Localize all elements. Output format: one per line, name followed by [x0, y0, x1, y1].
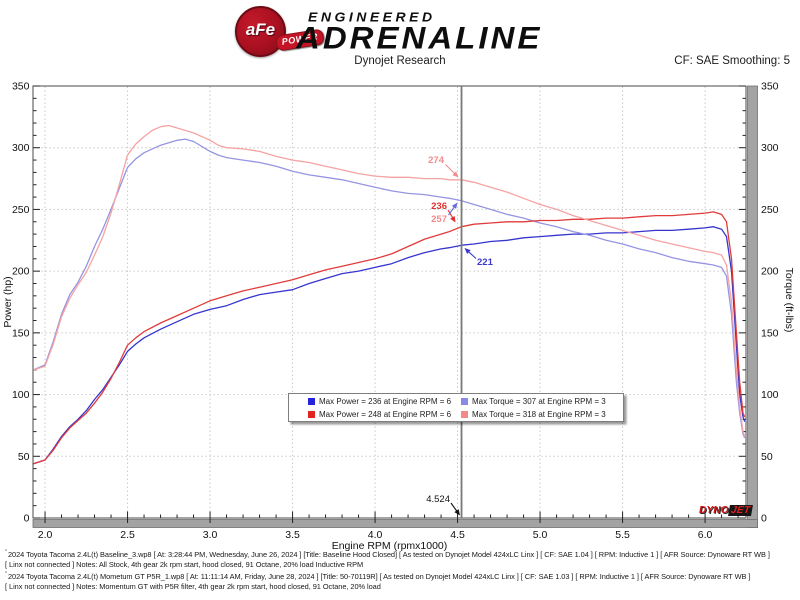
dynojet-logo-dyno: DYNO: [699, 505, 729, 516]
legend-label: Max Power = 248 at Engine RPM = 6: [319, 409, 452, 419]
run1-marker: ˮ: [5, 550, 7, 556]
legend-item: Max Power = 248 at Engine RPM = 6: [308, 410, 461, 419]
legend-label: Max Power = 236 at Engine RPM = 6: [319, 396, 452, 406]
annotation-arrow-head: [451, 202, 458, 209]
rpm-tick-label: 2.0: [38, 529, 53, 541]
legend-swatch-icon: [461, 410, 468, 418]
run2-marker: ˮ: [5, 572, 7, 578]
legend-swatch-icon: [461, 397, 468, 405]
cursor-value-label: 257: [431, 214, 447, 225]
afe-logo-text: aFe: [245, 20, 276, 39]
run2-info-text: 2024 Toyota Tacoma 2.4L(t) Mometum GT P5…: [7, 572, 751, 581]
rpm-tick-label: 4.5: [450, 529, 465, 541]
legend-row: Max Power = 248 at Engine RPM = 6 Max Tor…: [289, 408, 623, 420]
run1-notes-line: [ Linx not connected ] Notes: All Stock,…: [5, 560, 364, 569]
run1-info-text: 2024 Toyota Tacoma 2.4L(t) Baseline_3.wp…: [7, 550, 770, 559]
plot-border: [32, 85, 747, 519]
torque-axis-tick-label: 50: [761, 451, 773, 463]
legend-item: Max Power = 236 at Engine RPM = 6: [308, 397, 461, 406]
rpm-tick-label: 5.0: [533, 529, 548, 541]
power-axis-tick-label: 250: [12, 204, 30, 216]
power-axis-tick-label: 200: [12, 266, 30, 278]
correction-factor-label: CF: SAE Smoothing: 5: [674, 55, 790, 67]
torque-axis-tick-label: 250: [761, 204, 779, 216]
engineered-wordmark: ENGINEERED: [308, 9, 436, 25]
right-axis-bar: [747, 85, 758, 528]
legend-swatch-icon: [308, 397, 315, 405]
cursor-value-label: 274: [428, 155, 445, 166]
rpm-tick-label: 3.0: [203, 529, 218, 541]
torque-axis-tick-label: 200: [761, 266, 779, 278]
rpm-tick-label: 2.5: [120, 529, 135, 541]
baseline-power-curve: [33, 226, 746, 465]
legend-item: Max Torque = 318 at Engine RPM = 3: [461, 410, 606, 419]
annotation-arrow-head: [464, 248, 471, 254]
annotation-arrow-head: [454, 509, 460, 516]
rpm-tick-label: 6.0: [698, 529, 713, 541]
torque-axis-tick-label: 150: [761, 327, 779, 339]
run2-info-line: ˮ2024 Toyota Tacoma 2.4L(t) Mometum GT P…: [5, 572, 799, 581]
legend-item: Max Torque = 307 at Engine RPM = 3: [461, 397, 606, 406]
annotation-arrow-head: [450, 216, 456, 223]
cursor-value-label: 236: [431, 201, 447, 212]
cursor-value-label: 4.524: [426, 494, 450, 505]
torque-axis-tick-label: 100: [761, 389, 779, 401]
torque-axis-tick-label: 0: [761, 513, 767, 525]
cursor-value-label: 221: [477, 257, 494, 268]
dynojet-logo: DYNOJET: [699, 505, 753, 516]
power-axis-tick-label: 0: [24, 513, 30, 525]
chart-legend: Max Power = 236 at Engine RPM = 6 Max Tor…: [288, 393, 624, 422]
dynojet-logo-jet: JET: [727, 505, 753, 516]
annotation-arrow-head: [452, 171, 459, 178]
run2-notes-line: [ Linx not connected ] Notes: Momentum G…: [5, 582, 381, 591]
legend-label: Max Torque = 307 at Engine RPM = 3: [472, 396, 606, 406]
registered-mark: ®: [281, 10, 286, 16]
power-axis-tick-label: 150: [12, 327, 30, 339]
legend-row: Max Power = 236 at Engine RPM = 6 Max Tor…: [289, 395, 623, 407]
momentum-power-curve: [33, 211, 746, 465]
torque-axis-title: Torque (ft-lbs): [783, 268, 795, 333]
power-axis-title: Power (hp): [2, 276, 14, 327]
torque-axis-tick-label: 350: [761, 81, 779, 93]
run1-info-line: ˮ2024 Toyota Tacoma 2.4L(t) Baseline_3.w…: [5, 550, 799, 559]
rpm-axis-title: Engine RPM (rpmx1000): [332, 540, 448, 552]
bottom-axis-bar: [32, 519, 758, 528]
power-axis-tick-label: 350: [12, 81, 30, 93]
legend-swatch-icon: [308, 410, 315, 418]
afe-power-logo: aFe ®: [235, 6, 286, 57]
legend-label: Max Torque = 318 at Engine RPM = 3: [472, 409, 606, 419]
power-axis-tick-label: 50: [18, 451, 30, 463]
momentum-torque-curve: [33, 124, 746, 437]
chart-title: Dynojet Research: [354, 55, 446, 67]
rpm-tick-label: 3.5: [285, 529, 300, 541]
power-axis-tick-label: 300: [12, 142, 30, 154]
power-axis-tick-label: 100: [12, 389, 30, 401]
annotation-arrow-line: [445, 164, 457, 176]
rpm-tick-label: 5.5: [615, 529, 630, 541]
adrenaline-wordmark: ADRENALINE: [296, 19, 543, 56]
rpm-tick-label: 4.0: [368, 529, 383, 541]
torque-axis-tick-label: 300: [761, 142, 779, 154]
